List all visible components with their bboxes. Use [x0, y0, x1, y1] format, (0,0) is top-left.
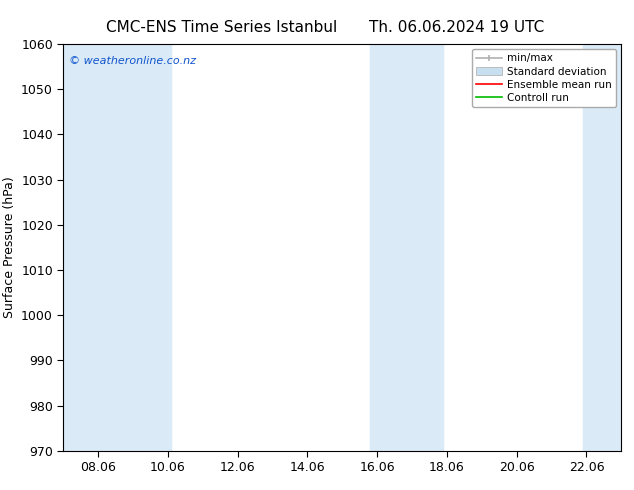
Bar [408, 44, 443, 451]
Bar [370, 44, 415, 451]
Text: © weatheronline.co.nz: © weatheronline.co.nz [69, 56, 196, 66]
Text: Th. 06.06.2024 19 UTC: Th. 06.06.2024 19 UTC [369, 20, 544, 35]
Bar [98, 44, 171, 451]
Legend: min/max, Standard deviation, Ensemble mean run, Controll run: min/max, Standard deviation, Ensemble me… [472, 49, 616, 107]
Bar [63, 44, 101, 451]
Y-axis label: Surface Pressure (hPa): Surface Pressure (hPa) [3, 176, 16, 318]
Text: CMC-ENS Time Series Istanbul: CMC-ENS Time Series Istanbul [107, 20, 337, 35]
Bar [583, 44, 621, 451]
